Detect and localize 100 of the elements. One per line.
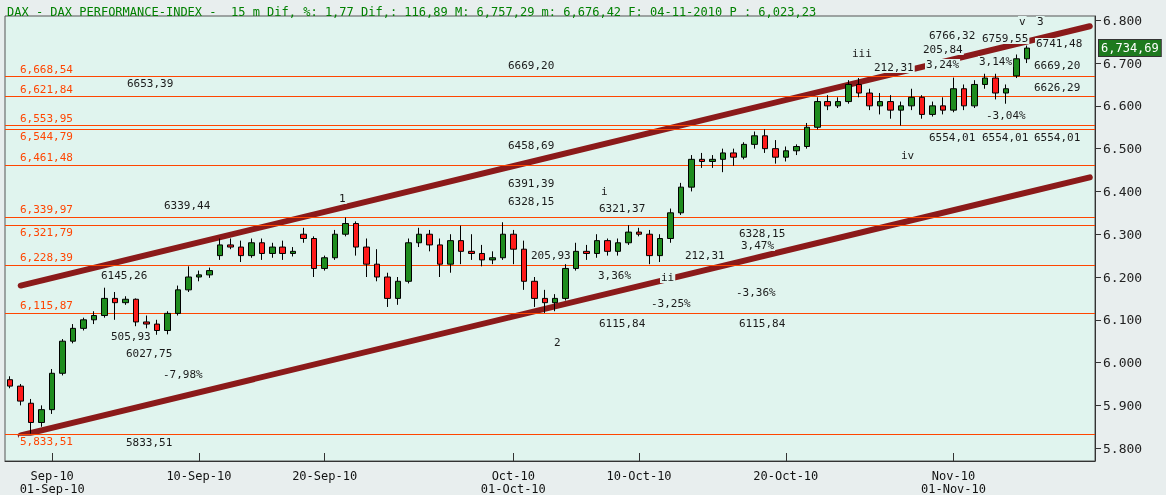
- annotation: -3,04%: [986, 109, 1027, 122]
- x-tick-label: 20-Sep-10: [292, 468, 358, 483]
- ref-line-label: 6,621,84: [20, 82, 74, 96]
- candlestick: [468, 233, 475, 261]
- candlestick: [300, 227, 307, 244]
- ref-line-label: 6,668,54: [20, 62, 74, 76]
- candlestick: [38, 404, 45, 428]
- y-tick-label: 6.600: [1103, 98, 1143, 114]
- candlestick: [542, 289, 548, 314]
- candlestick: [562, 263, 569, 302]
- candlestick: [80, 317, 87, 331]
- candlestick: [332, 229, 338, 261]
- candlestick: [793, 143, 800, 156]
- candlestick: [1024, 45, 1030, 64]
- candlestick: [17, 383, 24, 406]
- annotation: 3,14%: [979, 55, 1013, 68]
- y-tick-label: 5.800: [1103, 440, 1143, 456]
- candlestick: [143, 315, 150, 329]
- candlestick: [971, 79, 978, 109]
- candlestick: [269, 242, 276, 259]
- annotation: 6741,48: [1036, 37, 1083, 50]
- candlestick: [866, 88, 873, 111]
- candlestick: [646, 229, 653, 265]
- candlestick: [667, 208, 674, 244]
- candlestick: [1013, 54, 1020, 79]
- candlestick: [479, 244, 485, 267]
- annotation: 5833,51: [126, 436, 173, 449]
- candlestick: [101, 287, 108, 319]
- annotation: iii: [852, 47, 872, 60]
- x-tick-label: Oct-10 01-Oct-10: [480, 468, 546, 495]
- candlestick: [112, 291, 118, 321]
- candlestick: [751, 131, 758, 150]
- y-tick-label: 6.100: [1103, 312, 1143, 328]
- candlestick: [824, 94, 831, 111]
- annotation: -7,98%: [163, 368, 204, 381]
- annotation: 3,36%: [598, 269, 632, 282]
- annotation: 6759,55: [982, 32, 1029, 45]
- annotation: 505,93: [111, 330, 151, 343]
- ref-line-label: 6,115,87: [20, 299, 73, 313]
- candlestick: [688, 154, 695, 192]
- candlestick: [59, 338, 66, 376]
- y-tick-label: 6.200: [1103, 269, 1143, 285]
- ref-line-label: 6,321,79: [20, 225, 73, 239]
- candlestick: [887, 94, 894, 120]
- annotation: 6027,75: [126, 347, 173, 360]
- x-tick-label: 10-Oct-10: [606, 468, 672, 483]
- candlestick: [395, 276, 401, 306]
- candlestick: [49, 368, 55, 415]
- candlestick: [730, 148, 737, 167]
- candlestick: [321, 255, 328, 272]
- candlestick: [363, 238, 370, 278]
- candlestick: [500, 221, 506, 261]
- candlestick: [625, 224, 632, 246]
- candlestick: [877, 92, 883, 115]
- candlestick: [583, 244, 590, 261]
- annotation: 2: [554, 336, 561, 349]
- candlestick: [384, 272, 391, 308]
- candlestick: [133, 297, 139, 327]
- annotation: 6328,15: [739, 227, 786, 240]
- candlestick: [531, 276, 538, 308]
- annotation: 1: [339, 192, 346, 205]
- candlestick: [856, 77, 862, 98]
- candlestick: [657, 233, 663, 263]
- candlestick: [290, 246, 296, 257]
- candlestick: [709, 154, 716, 169]
- text: 6,734,69: [1101, 41, 1159, 55]
- ref-line-label: 6,339,97: [20, 203, 73, 217]
- candlestick: [353, 220, 359, 257]
- candlestick: [573, 242, 579, 272]
- candlestick: [185, 265, 192, 293]
- candlestick: [238, 240, 244, 263]
- candlestick: [783, 146, 789, 162]
- annotation: 6554,01: [929, 131, 976, 144]
- annotation: 6626,29: [1034, 81, 1081, 94]
- annotation: -3,25%: [651, 297, 692, 310]
- candlestick: [437, 238, 443, 278]
- ref-line-label: 6,544,79: [20, 130, 73, 144]
- chart-title: DAX - DAX PERFORMANCE-INDEX - 15 m Dif, %: 1,77 Dif,: 116,89 M: 6,757,29 m: 6,676,42 F: 04-11-2010 P : 6,023,23: [7, 5, 817, 19]
- candlestick: [28, 398, 34, 435]
- y-tick-label: 6.400: [1103, 183, 1143, 199]
- candlestick: [835, 96, 841, 109]
- annotation: 6321,37: [599, 202, 646, 215]
- candlestick: [279, 240, 286, 261]
- candlestick: [898, 101, 904, 127]
- candlestick: [426, 229, 433, 252]
- candlestick: [248, 238, 255, 259]
- candlestick: [206, 267, 213, 279]
- ref-line-label: 6,461,48: [20, 151, 73, 165]
- candlestick: [175, 285, 181, 317]
- annotation: 6458,69: [508, 139, 555, 152]
- candlestick: [510, 229, 517, 265]
- annotation: 6391,39: [508, 177, 555, 190]
- candlestick: [311, 235, 317, 278]
- annotation: 6669,20: [1034, 59, 1081, 72]
- annotation: 6554,01: [982, 131, 1029, 144]
- candlestick: [7, 375, 13, 389]
- y-tick-label: 5.900: [1103, 397, 1143, 413]
- candlestick: [196, 270, 202, 282]
- annotation: 205,93: [531, 249, 571, 262]
- candlestick: [908, 88, 915, 111]
